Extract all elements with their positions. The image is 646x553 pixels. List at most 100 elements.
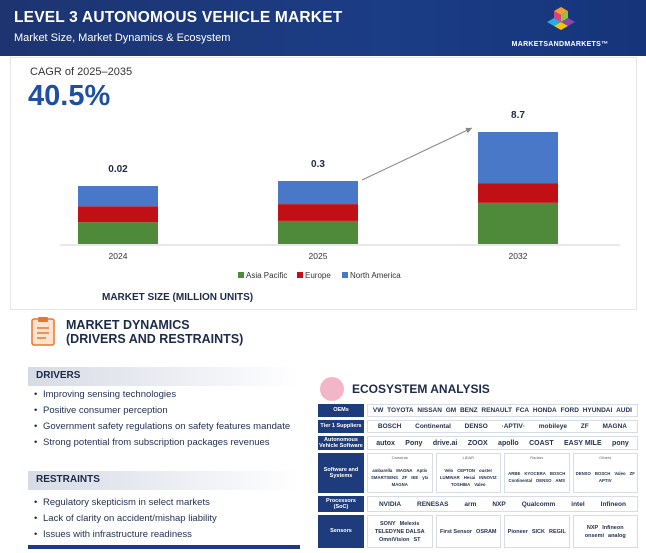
company-logo: HONDA	[532, 407, 557, 414]
company-logo: onsemi	[584, 532, 605, 539]
bar-2032-europe	[478, 183, 558, 203]
ecosystem-row: Tier 1 Suppliers BOSCH Continental DENSO ·AP…	[318, 420, 638, 433]
company-logo: Pioneer	[507, 528, 528, 535]
company-logo: drive.ai	[432, 439, 458, 447]
company-logo: SMARTSENS	[371, 474, 399, 480]
clipboard-icon	[31, 317, 55, 346]
growth-arrow	[361, 127, 473, 181]
company-logo: First Sensor	[439, 528, 473, 535]
bar-2024-asia-pacific	[78, 222, 158, 244]
ecosystem-logo-strip: NVIDIA RENESAS arm NXP Qualcomm intel Infineon	[367, 496, 638, 512]
cagr-label: CAGR of 2025–2035	[30, 66, 133, 78]
ecosystem-row-label: Software and Systems	[318, 453, 364, 493]
dynamics-title-line1: MARKET DYNAMICS	[66, 318, 190, 332]
legend-swatch	[297, 272, 303, 278]
bar-2032-north-america	[478, 132, 558, 184]
ecosystem-cell: SONY Melexis TELEDYNE DALSA OmniVision ST	[367, 515, 433, 548]
ecosystem-row: Software and Systems Cameras ambarella MAGN…	[318, 453, 638, 493]
company-logo: Pony	[405, 439, 423, 447]
market-size-chart: 0.02 2024 0.3 2025 8.7 2032 Asia Pacific Europ…	[60, 110, 620, 280]
company-logo: OmniVision	[379, 536, 410, 543]
dynamics-title-line2: (DRIVERS AND RESTRAINTS)	[66, 332, 244, 346]
ecosystem-logo-strip: VW TOYOTA NISSAN GM BENZ RENAULT FCA HONDA FORD H…	[367, 404, 638, 417]
dynamics-title: MARKET DYNAMICS (DRIVERS AND RESTRAINTS)	[66, 318, 243, 346]
drivers-heading: DRIVERS	[28, 367, 300, 386]
company-logo: FCA	[515, 407, 530, 414]
company-logo: KYOCERA	[524, 471, 546, 476]
company-logo: LUMINAR	[439, 474, 460, 480]
company-logo: NXP	[586, 524, 599, 531]
ecosystem-row-label: Processors (SoC)	[318, 496, 364, 512]
company-logo: Valeo	[614, 471, 626, 476]
ecosystem-cell-caption: Radars	[530, 455, 544, 460]
drivers-heading-label: DRIVERS	[36, 370, 81, 381]
ecosystem-cell: NXP Infineon onsemi analog	[572, 515, 638, 548]
ecosystem-logo-strip: BOSCH Continental DENSO ·APTIV· mobileye ZF MA…	[367, 420, 638, 433]
company-logo: Infineon	[602, 524, 624, 531]
company-logo: ZF	[580, 423, 589, 430]
bar-2024-north-america	[78, 186, 158, 207]
bar-2025-north-america	[278, 181, 358, 205]
ecosystem-cell-caption: LiDAR	[462, 455, 475, 460]
company-logo: autox	[376, 439, 395, 447]
company-logo: RENESAS	[417, 500, 449, 508]
company-logo: Aptiv	[416, 467, 428, 473]
company-logo: APTIV	[598, 478, 612, 483]
ecosystem-row-label: OEMs	[318, 404, 364, 417]
company-logo: DENSO	[536, 478, 552, 483]
ecosystem-cell: Pioneer SICK REGIL	[504, 515, 570, 548]
company-logo: MAGNA	[396, 467, 413, 473]
company-logo: Infineon	[600, 500, 626, 508]
company-logo: COAST	[529, 439, 554, 447]
ecosystem-cell: Cameras ambarella MAGNA Aptiv SMARTSENS ZF IEE…	[367, 453, 433, 493]
brand-logo: MARKETSANDMARKETS™	[490, 6, 630, 50]
company-logo: ·APTIV·	[501, 423, 526, 430]
bar-total-label: 0.3	[311, 159, 325, 170]
company-logo: ouster	[479, 467, 493, 473]
ecosystem-row: Processors (SoC) NVIDIA RENESAS arm NXP Qualc…	[318, 496, 638, 512]
company-logo: analog	[608, 532, 626, 539]
legend-label: Asia Pacific	[246, 271, 287, 280]
ecosystem-cell: LiDAR Velo CEPTON ouster LUMINAR Hesai INNOVIZ…	[435, 453, 501, 493]
bar-2032-asia-pacific	[478, 202, 558, 244]
bar-2024-europe	[78, 206, 158, 223]
company-logo: TELEDYNE DALSA	[374, 528, 425, 535]
ecosystem-row: OEMs VW TOYOTA NISSAN GM BENZ RENAULT FCA HONDA F…	[318, 404, 638, 417]
legend-swatch	[342, 272, 348, 278]
company-logo: VW	[372, 407, 384, 414]
company-logo: Melexis	[399, 520, 420, 527]
company-logo: ARBE	[508, 471, 521, 476]
x-axis-title: MARKET SIZE (MILLION UNITS)	[102, 292, 254, 303]
company-logo: BOSCH	[377, 423, 402, 430]
ecosystem-icon	[320, 377, 344, 401]
bar-2025-europe	[278, 204, 358, 221]
ecosystem-cell-grid: Cameras ambarella MAGNA Aptiv SMARTSENS ZF IEE…	[367, 453, 638, 493]
company-logo: GM	[445, 407, 457, 414]
report-subtitle: Market Size, Market Dynamics & Ecosystem	[14, 32, 231, 44]
company-logo: REGIL	[549, 528, 566, 535]
company-logo: NISSAN	[417, 407, 442, 414]
company-logo: Velo	[444, 467, 454, 473]
company-logo: DENSO	[464, 423, 488, 430]
ecosystem-cell-caption: Others	[599, 455, 612, 460]
company-logo: pony	[612, 439, 629, 447]
ecosystem-cell: Radars ARBE KYOCERA BOSCH Continental DENSO AM…	[504, 453, 570, 493]
company-logo: apollo	[498, 439, 519, 447]
list-item: Lack of clarity on accident/mishap liabi…	[34, 513, 296, 525]
x-tick-label: 2032	[509, 251, 528, 261]
brand-cube-icon	[547, 7, 575, 30]
company-logo: EASY MILE	[564, 439, 602, 447]
company-logo: SONY	[380, 520, 396, 527]
company-logo: ST	[413, 536, 421, 543]
company-logo: HYUNDAI	[582, 407, 613, 414]
restraints-heading-label: RESTRAINTS	[36, 474, 100, 485]
company-logo: SICK	[531, 528, 545, 535]
bottom-accent-bar	[28, 545, 300, 549]
company-logo: Valeo	[474, 481, 486, 487]
company-logo: AMS	[555, 478, 565, 483]
company-logo: INNOVIZ	[479, 474, 497, 480]
list-item: Improving sensing technologies	[34, 389, 296, 401]
x-tick-label: 2024	[109, 251, 128, 261]
company-logo: ZOOX	[467, 439, 488, 447]
company-logo: Qualcomm	[521, 500, 556, 508]
